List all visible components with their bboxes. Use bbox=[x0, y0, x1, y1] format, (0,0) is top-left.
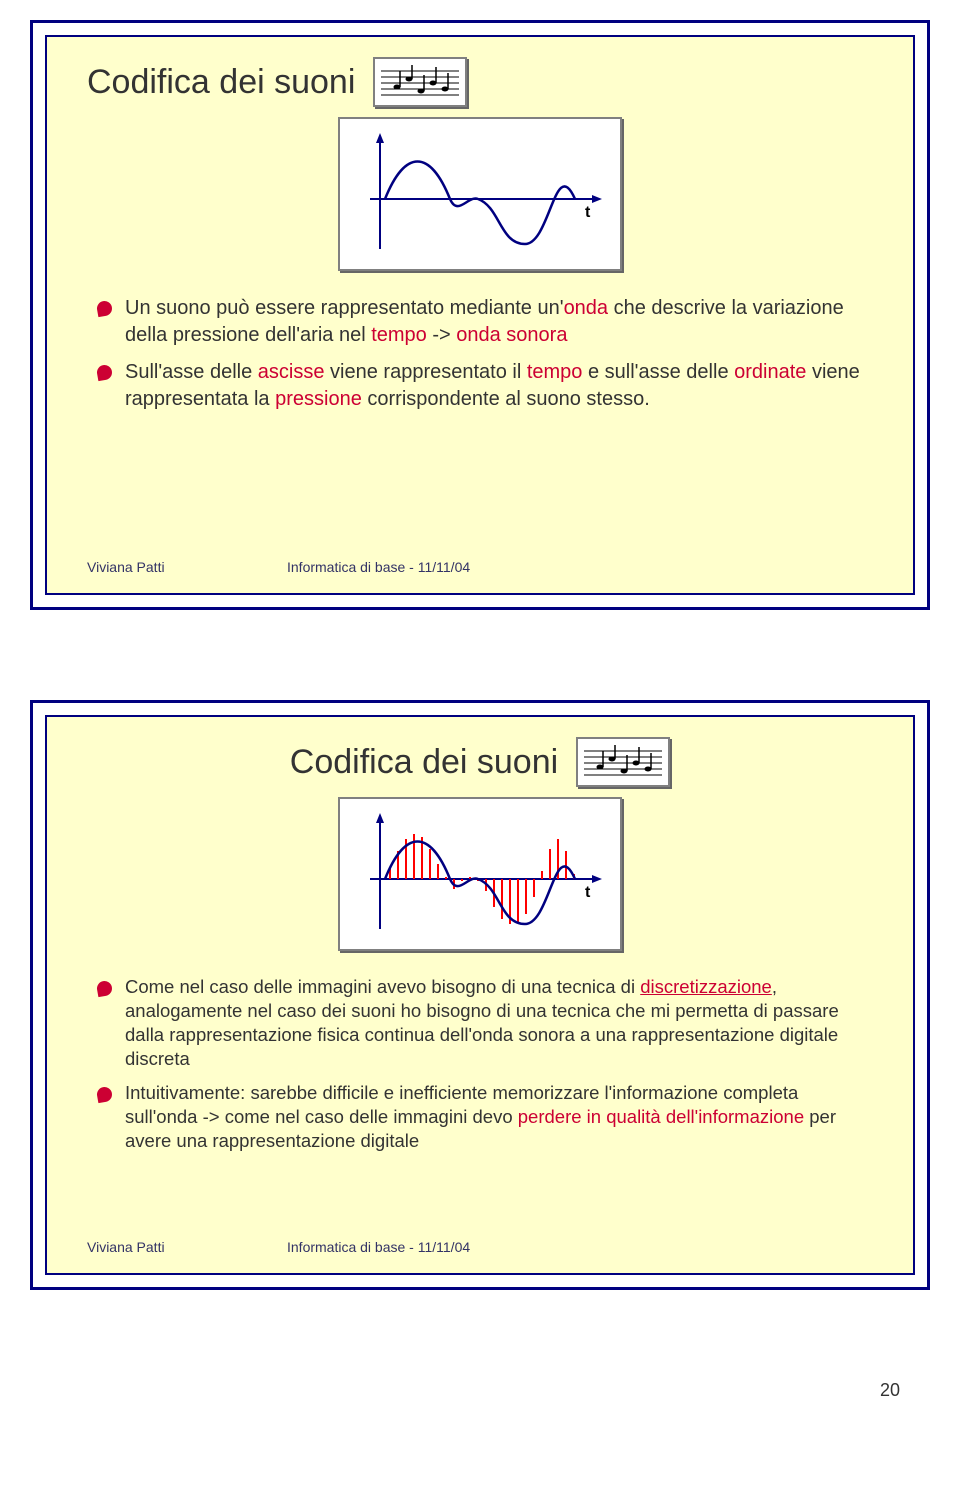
axis-label-t: t bbox=[585, 204, 591, 221]
bullet-2: Intuitivamente: sarebbe difficile e inef… bbox=[97, 1081, 873, 1153]
text-onda: onda bbox=[564, 297, 609, 319]
text: Un suono può essere rappresentato median… bbox=[125, 297, 564, 319]
slide-1-outer: Codifica dei suoni bbox=[30, 20, 930, 610]
text: viene rappresentato il bbox=[325, 361, 527, 383]
slide-1-title: Codifica dei suoni bbox=[87, 63, 355, 102]
text-discretizzazione: discretizzazione bbox=[640, 976, 772, 997]
text-tempo: tempo bbox=[371, 324, 427, 346]
text: Sull'asse delle bbox=[125, 361, 258, 383]
music-notation-icon bbox=[373, 57, 467, 107]
page-number: 20 bbox=[30, 1380, 930, 1413]
slide-2-bullets: Come nel caso delle immagini avevo bisog… bbox=[97, 975, 873, 1153]
text-ordinate: ordinate bbox=[734, 361, 806, 383]
slide-2: Codifica dei suoni bbox=[45, 715, 915, 1275]
footer-course: Informatica di base - 11/11/04 bbox=[287, 559, 470, 575]
slide-1-footer: Viviana Patti Informatica di base - 11/1… bbox=[87, 559, 873, 575]
document-page: Codifica dei suoni bbox=[0, 0, 960, 1433]
footer-course: Informatica di base - 11/11/04 bbox=[287, 1239, 470, 1255]
wave-diagram-2-sampled: t bbox=[338, 797, 622, 951]
text-ascisse: ascisse bbox=[258, 361, 325, 383]
text: -> bbox=[427, 324, 456, 346]
wave-diagram-1: t bbox=[338, 117, 622, 271]
text: e sull'asse delle bbox=[582, 361, 734, 383]
footer-author: Viviana Patti bbox=[87, 559, 287, 575]
slide-1: Codifica dei suoni bbox=[45, 35, 915, 595]
axis-label-t: t bbox=[585, 884, 591, 901]
bullet-1: Un suono può essere rappresentato median… bbox=[97, 295, 873, 349]
text: Come nel caso delle immagini avevo bisog… bbox=[125, 976, 640, 997]
slide-1-title-row: Codifica dei suoni bbox=[87, 57, 873, 107]
slide-1-bullets: Un suono può essere rappresentato median… bbox=[97, 295, 873, 413]
slide-2-title: Codifica dei suoni bbox=[290, 743, 558, 782]
text: corrispondente al suono stesso. bbox=[362, 388, 650, 410]
text-tempo: tempo bbox=[527, 361, 583, 383]
slide-2-outer: Codifica dei suoni bbox=[30, 700, 930, 1290]
bullet-2: Sull'asse delle ascisse viene rappresent… bbox=[97, 359, 873, 413]
slide-2-title-row: Codifica dei suoni bbox=[87, 737, 873, 787]
footer-author: Viviana Patti bbox=[87, 1239, 287, 1255]
text-perdere-qualita: perdere in qualità dell'informazione bbox=[518, 1106, 804, 1127]
slide-2-footer: Viviana Patti Informatica di base - 11/1… bbox=[87, 1239, 873, 1255]
bullet-1: Come nel caso delle immagini avevo bisog… bbox=[97, 975, 873, 1071]
text-onda-sonora: onda sonora bbox=[456, 324, 567, 346]
music-notation-icon bbox=[576, 737, 670, 787]
text-pressione: pressione bbox=[275, 388, 362, 410]
